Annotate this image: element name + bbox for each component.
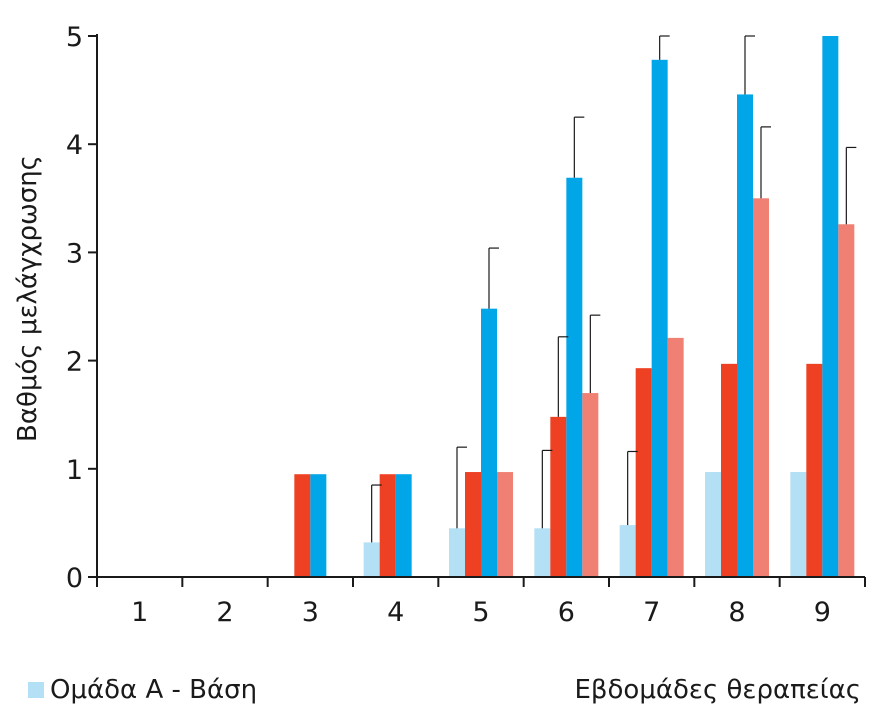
bar: [619, 525, 636, 577]
bar: [534, 528, 551, 577]
y-tick-label: 5: [66, 22, 83, 53]
x-tick-label: 9: [814, 597, 831, 628]
x-tick-label: 5: [472, 597, 489, 628]
y-tick-label: 3: [66, 238, 83, 269]
bar: [721, 363, 737, 577]
bar: [635, 368, 652, 577]
bar: [705, 472, 721, 577]
bar: [790, 472, 807, 577]
x-axis-label: Εβδομάδες θεραπείας: [574, 675, 861, 705]
bar: [582, 393, 599, 577]
x-tick-label: 3: [302, 597, 319, 628]
x-tick-label: 2: [216, 597, 233, 628]
bar: [822, 36, 839, 577]
bar: [838, 224, 855, 577]
bar: [379, 474, 396, 577]
bar: [497, 472, 513, 577]
x-tick-label: 6: [558, 597, 575, 628]
legend-label: Ομάδα Α - Βάση: [50, 675, 258, 705]
x-ticks: 1 2 3 4 5 6 7 8 9: [96, 577, 866, 628]
bars-layer: [294, 36, 855, 578]
x-tick-label: 8: [728, 597, 745, 628]
bar: [566, 177, 583, 577]
bar: [310, 474, 327, 577]
bar: [449, 528, 465, 577]
error-bars-layer: [371, 35, 857, 543]
x-tick-label: 4: [387, 597, 404, 628]
y-tick-label: 2: [66, 347, 83, 378]
bar: [667, 337, 684, 577]
y-axis-label: Βαθμός μελάγχρωσης: [13, 155, 43, 442]
bar: [737, 94, 753, 577]
bar: [753, 198, 769, 578]
y-tick-label: 1: [66, 455, 83, 486]
y-tick-label: 4: [66, 130, 83, 161]
bar: [465, 472, 481, 577]
bar: [806, 363, 823, 577]
x-tick-label: 1: [131, 597, 148, 628]
bar: [651, 59, 668, 577]
legend-swatch: [28, 682, 44, 698]
bar: [363, 542, 380, 577]
y-ticks: 0 1 2 3 4 5: [66, 22, 97, 594]
y-tick-label: 0: [66, 563, 83, 594]
bar: [550, 416, 567, 577]
bar: [481, 308, 497, 577]
legend: Ομάδα Α - Βάση: [28, 675, 257, 705]
x-tick-label: 7: [643, 597, 660, 628]
bar: [294, 474, 311, 577]
bar: [395, 474, 412, 577]
